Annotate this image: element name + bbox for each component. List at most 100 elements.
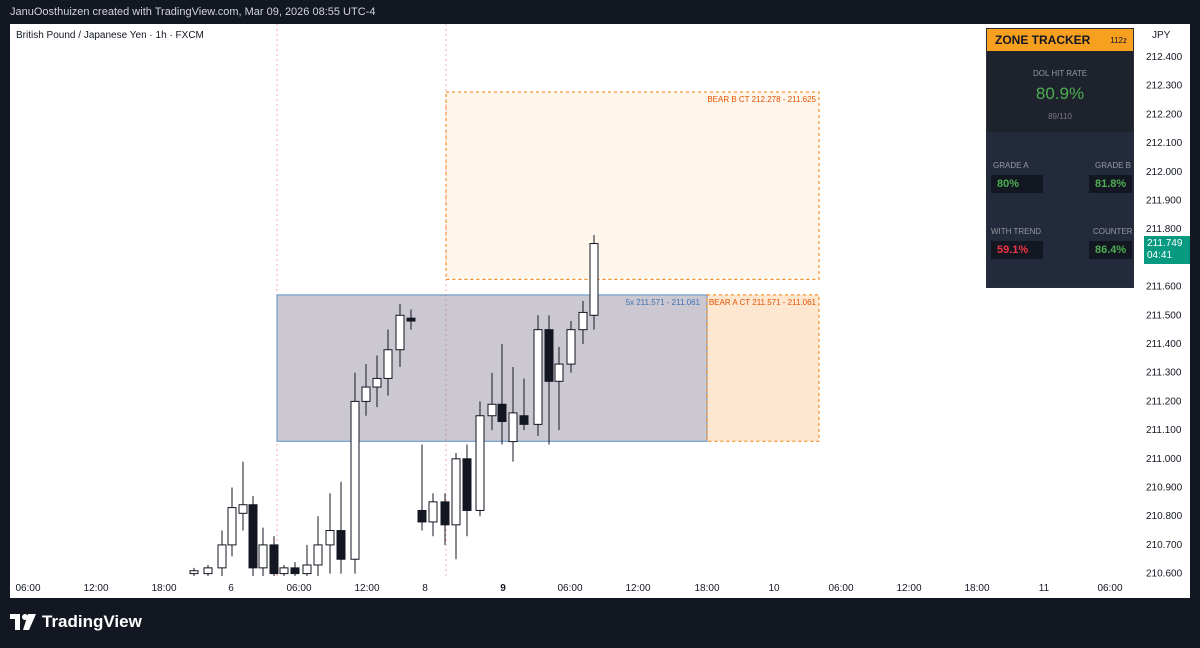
zone-tracker-header: ZONE TRACKER 112z	[987, 29, 1133, 51]
price-tick-9: 211.500	[1146, 310, 1182, 321]
counter-value: 86.4%	[1089, 241, 1133, 259]
price-tick-6: 211.800	[1146, 224, 1182, 235]
candle-body-20	[417, 509, 427, 523]
candle-body-25	[475, 415, 485, 511]
price-tick-5: 211.900	[1146, 196, 1182, 207]
candle-body-32	[554, 363, 564, 382]
zone-box-1	[706, 294, 820, 442]
zone-count-badge: 112z	[1110, 35, 1127, 45]
candle-body-30	[533, 329, 543, 425]
candle-body-22	[440, 501, 450, 526]
time-tick-14: 18:00	[964, 583, 989, 594]
candle-body-7	[269, 544, 279, 575]
price-plot[interactable]: 5x 211.571 - 211.061 BEAR A CT 211.571 - …	[10, 24, 1142, 598]
candle-body-21	[428, 501, 438, 523]
candle-body-28	[508, 412, 518, 443]
candle-body-31	[544, 329, 554, 382]
candle-body-26	[487, 403, 497, 417]
candle-body-29	[519, 415, 529, 425]
dol-value: 80.9%	[1035, 84, 1085, 103]
candle-body-34	[578, 311, 588, 331]
candle-body-19	[406, 317, 416, 322]
candle-body-23	[451, 458, 461, 526]
price-axis-ticks: 212.400 212.300 212.200 212.100 212.000 211.9…	[1146, 30, 1183, 580]
currency-label: JPY	[1152, 30, 1171, 41]
price-tick-0: 212.400	[1146, 52, 1183, 63]
candle-body-3	[227, 507, 237, 546]
zone-tracker-title: ZONE TRACKER	[995, 33, 1091, 47]
grade-a-value: 80%	[991, 175, 1043, 193]
countdown-value: 04:41	[1147, 250, 1173, 261]
zone-label-2: BEAR B CT 212.278 - 211.625	[707, 95, 816, 104]
price-tick-10: 211.400	[1146, 339, 1182, 350]
zone-tracker-panel: ZONE TRACKER 112z DOL HIT RATE 80.9% 89/…	[986, 28, 1134, 288]
with-trend-value: 59.1%	[991, 241, 1043, 259]
candle-body-14	[350, 400, 360, 560]
attribution-text: JanuOosthuizen created with TradingView.…	[10, 6, 376, 18]
attribution-bar: JanuOosthuizen created with TradingView.…	[0, 0, 1200, 24]
last-price-tag: 211.749 04:41	[1144, 236, 1190, 264]
grades-section	[987, 132, 1133, 287]
price-tick-17: 210.700	[1146, 540, 1183, 551]
candle-body-8	[279, 567, 289, 575]
price-tick-2: 212.200	[1146, 109, 1183, 120]
candle-body-16	[372, 377, 382, 388]
with-trend-label: WITH TREND	[991, 227, 1042, 236]
time-axis-ticks: 06:00 12:00 18:00 6 06:00 12:00 8 9 06:00 12:00 18…	[15, 583, 1122, 594]
candle-body-4	[238, 504, 248, 514]
candle-body-17	[383, 349, 393, 379]
dol-label: DOL HIT RATE	[1032, 69, 1088, 78]
price-tick-14: 211.000	[1146, 454, 1182, 465]
candle-body-0	[189, 570, 199, 575]
counter-label: COUNTER	[1093, 227, 1133, 236]
time-tick-6: 8	[422, 583, 428, 594]
time-tick-13: 12:00	[896, 583, 921, 594]
time-tick-1: 12:00	[83, 583, 108, 594]
candle-body-15	[361, 386, 371, 402]
price-tick-3: 212.100	[1146, 138, 1183, 149]
price-tick-15: 210.900	[1146, 483, 1183, 494]
time-tick-12: 06:00	[828, 583, 853, 594]
zone-box-2	[445, 91, 820, 280]
candle-body-13	[336, 530, 346, 560]
time-tick-10: 18:00	[694, 583, 719, 594]
time-tick-9: 12:00	[625, 583, 650, 594]
tradingview-logo-icon	[10, 614, 36, 630]
grade-a-label: GRADE A	[993, 161, 1029, 170]
zone-label-0: 5x 211.571 - 211.061	[626, 298, 701, 307]
chart-area[interactable]: 5x 211.571 - 211.061 BEAR A CT 211.571 - …	[10, 24, 1142, 598]
time-tick-2: 18:00	[151, 583, 176, 594]
zone-label-1: BEAR A CT 211.571 - 211.061	[709, 298, 817, 307]
right-strip	[1190, 24, 1200, 598]
price-axis[interactable]: 212.400 212.300 212.200 212.100 212.000 211.9…	[1142, 24, 1190, 598]
price-tick-4: 212.000	[1146, 167, 1183, 178]
time-axis[interactable]: 06:00 12:00 18:00 6 06:00 12:00 8 9 06:00 12:00 18…	[10, 576, 1142, 598]
price-tick-16: 210.800	[1146, 511, 1183, 522]
time-tick-5: 12:00	[354, 583, 379, 594]
symbol-label: British Pound / Japanese Yen · 1h · FXCM	[16, 30, 204, 41]
candle-body-18	[395, 314, 405, 351]
logo-text: TradingView	[42, 612, 142, 631]
last-price-value: 211.749	[1147, 238, 1183, 249]
grade-b-label: GRADE B	[1095, 161, 1132, 170]
candle-body-10	[302, 564, 312, 575]
footer-bar: TradingView	[0, 598, 1200, 648]
candle-body-27	[497, 403, 507, 422]
candle-body-11	[313, 544, 323, 566]
time-tick-11: 10	[768, 583, 780, 594]
candle-body-12	[325, 530, 335, 546]
time-tick-3: 6	[228, 583, 234, 594]
candle-body-1	[203, 567, 213, 575]
grade-b-value: 81.8%	[1089, 175, 1133, 193]
price-tick-13: 211.100	[1146, 425, 1182, 436]
time-tick-15: 11	[1039, 583, 1050, 594]
candle-body-24	[462, 458, 472, 511]
tradingview-logo[interactable]: TradingView	[10, 612, 142, 632]
time-tick-8: 06:00	[557, 583, 582, 594]
time-tick-4: 06:00	[286, 583, 311, 594]
dol-count: 89/110	[1048, 112, 1072, 121]
candle-body-5	[248, 504, 258, 569]
candle-body-9	[290, 567, 300, 575]
time-tick-16: 06:00	[1097, 583, 1122, 594]
price-tick-12: 211.200	[1146, 396, 1182, 407]
